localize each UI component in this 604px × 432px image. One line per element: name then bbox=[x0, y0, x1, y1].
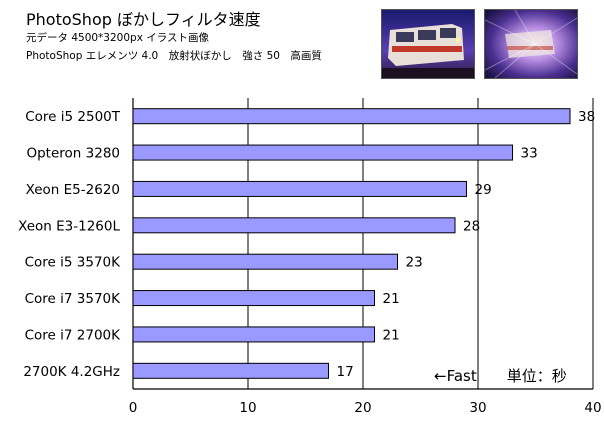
bar-6 bbox=[132, 326, 375, 343]
x-tick-label-1: 10 bbox=[239, 400, 256, 416]
value-label-4: 23 bbox=[406, 255, 423, 271]
category-label-7: 2700K 4.2GHz bbox=[23, 364, 120, 380]
original-train-thumbnail bbox=[381, 9, 475, 79]
bar-3 bbox=[132, 217, 456, 234]
value-label-1: 33 bbox=[521, 146, 538, 162]
x-tick-label-2: 20 bbox=[354, 400, 371, 416]
category-label-6: Core i7 2700K bbox=[25, 327, 122, 343]
value-label-5: 21 bbox=[383, 291, 400, 307]
chart-annotation: ←Fast 単位：秒 bbox=[434, 367, 567, 385]
category-label-3: Xeon E3-1260L bbox=[18, 218, 120, 234]
bar-0 bbox=[132, 108, 571, 125]
x-tick-label-4: 40 bbox=[584, 400, 601, 416]
category-label-0: Core i5 2500T bbox=[25, 109, 121, 125]
value-label-0: 38 bbox=[578, 109, 595, 125]
category-label-2: Xeon E5-2620 bbox=[26, 182, 120, 198]
bar-4 bbox=[132, 253, 398, 270]
chart-subtitle-settings: PhotoShop エレメンツ 4.0 放射状ぼかし 強さ 50 高画質 bbox=[26, 50, 322, 62]
bar-5 bbox=[132, 290, 375, 307]
x-tick-label-0: 0 bbox=[129, 400, 138, 416]
bar-1 bbox=[132, 144, 513, 161]
value-label-7: 17 bbox=[337, 364, 354, 380]
category-label-4: Core i5 3570K bbox=[25, 255, 122, 271]
blurred-train-thumbnail bbox=[484, 9, 578, 79]
x-tick-label-3: 30 bbox=[469, 400, 486, 416]
value-label-2: 29 bbox=[475, 182, 492, 198]
chart-title: PhotoShop ぼかしフィルタ速度 bbox=[26, 10, 261, 29]
category-label-1: Opteron 3280 bbox=[26, 146, 120, 162]
value-label-6: 21 bbox=[383, 327, 400, 343]
value-label-3: 28 bbox=[463, 218, 480, 234]
bar-2 bbox=[132, 180, 467, 197]
chart-subtitle-source: 元データ 4500*3200px イラスト画像 bbox=[26, 32, 210, 44]
bar-7 bbox=[132, 362, 329, 379]
category-label-5: Core i7 3570K bbox=[25, 291, 122, 307]
